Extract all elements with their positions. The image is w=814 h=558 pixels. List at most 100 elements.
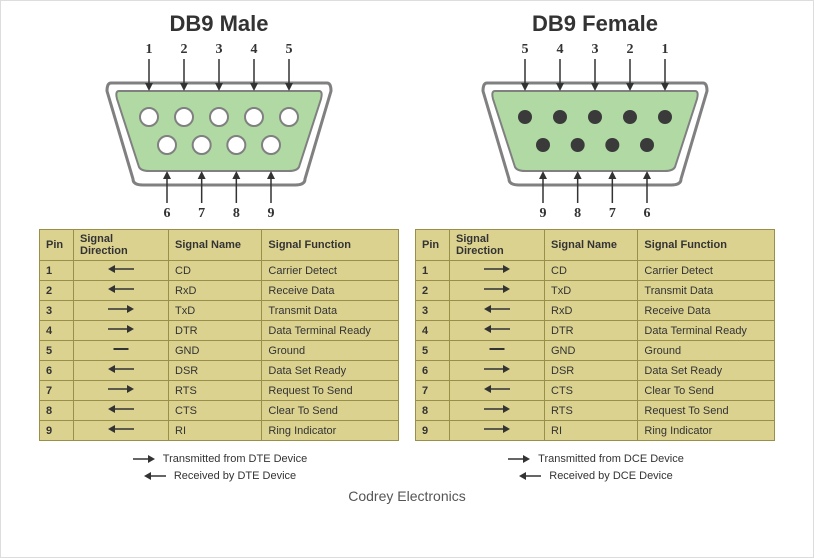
cell-func: Request To Send <box>262 381 399 401</box>
cell-pin: 9 <box>416 421 450 441</box>
th-dir: Signal Direction <box>450 230 545 261</box>
table-row: 2 TxD Transmit Data <box>416 281 775 301</box>
cell-name: RI <box>169 421 262 441</box>
svg-text:2: 2 <box>627 42 634 57</box>
cell-pin: 9 <box>40 421 74 441</box>
cell-name: RI <box>545 421 638 441</box>
svg-text:8: 8 <box>233 206 240 221</box>
cell-pin: 6 <box>40 361 74 381</box>
cell-name: TxD <box>169 301 262 321</box>
cell-name: DTR <box>545 321 638 341</box>
panel-male: DB9 Male 123456789 Pin Signal Direction … <box>39 11 399 484</box>
cell-pin: 8 <box>416 401 450 421</box>
connector-wrap: 123456789 <box>89 41 349 221</box>
connector-svg: 543219876 <box>465 41 725 221</box>
main-container: DB9 Male 123456789 Pin Signal Direction … <box>1 1 813 484</box>
legend: Transmitted from DTE Device Received by … <box>131 451 307 484</box>
cell-pin: 5 <box>416 341 450 361</box>
cell-dir <box>450 341 545 361</box>
cell-name: DSR <box>169 361 262 381</box>
cell-dir <box>74 401 169 421</box>
cell-name: GND <box>545 341 638 361</box>
cell-func: Data Set Ready <box>262 361 399 381</box>
table-row: 6 DSR Data Set Ready <box>416 361 775 381</box>
cell-dir <box>450 301 545 321</box>
legend: Transmitted from DCE Device Received by … <box>506 451 684 484</box>
cell-func: Transmit Data <box>262 301 399 321</box>
table-row: 3 RxD Receive Data <box>416 301 775 321</box>
cell-name: RxD <box>169 281 262 301</box>
svg-text:5: 5 <box>286 42 293 57</box>
pin-table: Pin Signal Direction Signal Name Signal … <box>39 229 399 441</box>
cell-pin: 1 <box>40 261 74 281</box>
cell-name: CD <box>545 261 638 281</box>
cell-pin: 5 <box>40 341 74 361</box>
cell-name: RxD <box>545 301 638 321</box>
cell-func: Transmit Data <box>638 281 775 301</box>
th-func: Signal Function <box>262 230 399 261</box>
cell-func: Request To Send <box>638 401 775 421</box>
cell-func: Ring Indicator <box>638 421 775 441</box>
table-row: 5 GND Ground <box>40 341 399 361</box>
cell-pin: 3 <box>416 301 450 321</box>
cell-dir <box>74 261 169 281</box>
cell-name: DSR <box>545 361 638 381</box>
cell-name: CTS <box>545 381 638 401</box>
table-row: 2 RxD Receive Data <box>40 281 399 301</box>
svg-text:6: 6 <box>164 206 171 221</box>
legend-tx: Transmitted from DCE Device <box>506 451 684 468</box>
svg-text:6: 6 <box>644 206 651 221</box>
cell-dir <box>74 421 169 441</box>
cell-pin: 3 <box>40 301 74 321</box>
table-row: 8 RTS Request To Send <box>416 401 775 421</box>
th-dir: Signal Direction <box>74 230 169 261</box>
cell-dir <box>450 401 545 421</box>
cell-pin: 6 <box>416 361 450 381</box>
cell-pin: 7 <box>416 381 450 401</box>
svg-text:9: 9 <box>540 206 547 221</box>
svg-text:7: 7 <box>609 206 616 221</box>
table-row: 8 CTS Clear To Send <box>40 401 399 421</box>
table-row: 7 RTS Request To Send <box>40 381 399 401</box>
svg-text:2: 2 <box>181 42 188 57</box>
cell-name: DTR <box>169 321 262 341</box>
cell-name: RTS <box>545 401 638 421</box>
cell-dir <box>450 281 545 301</box>
svg-text:3: 3 <box>216 42 223 57</box>
cell-func: Carrier Detect <box>262 261 399 281</box>
cell-dir <box>74 341 169 361</box>
cell-pin: 2 <box>416 281 450 301</box>
table-row: 3 TxD Transmit Data <box>40 301 399 321</box>
panel-title: DB9 Male <box>169 11 268 37</box>
th-name: Signal Name <box>169 230 262 261</box>
cell-pin: 4 <box>40 321 74 341</box>
cell-name: GND <box>169 341 262 361</box>
table-row: 4 DTR Data Terminal Ready <box>40 321 399 341</box>
cell-dir <box>450 361 545 381</box>
cell-dir <box>74 321 169 341</box>
svg-text:5: 5 <box>522 42 529 57</box>
th-pin: Pin <box>416 230 450 261</box>
cell-pin: 2 <box>40 281 74 301</box>
cell-func: Clear To Send <box>638 381 775 401</box>
cell-pin: 7 <box>40 381 74 401</box>
cell-dir <box>74 301 169 321</box>
legend-tx: Transmitted from DTE Device <box>131 451 307 468</box>
table-row: 9 RI Ring Indicator <box>416 421 775 441</box>
cell-dir <box>450 381 545 401</box>
cell-func: Receive Data <box>262 281 399 301</box>
svg-text:8: 8 <box>574 206 581 221</box>
cell-dir <box>450 321 545 341</box>
cell-dir <box>74 281 169 301</box>
table-row: 5 GND Ground <box>416 341 775 361</box>
th-func: Signal Function <box>638 230 775 261</box>
svg-text:7: 7 <box>198 206 205 221</box>
footer-text: Codrey Electronics <box>1 488 813 504</box>
table-row: 9 RI Ring Indicator <box>40 421 399 441</box>
connector-svg: 123456789 <box>89 41 349 221</box>
cell-func: Receive Data <box>638 301 775 321</box>
cell-name: RTS <box>169 381 262 401</box>
cell-func: Ring Indicator <box>262 421 399 441</box>
svg-text:4: 4 <box>557 42 564 57</box>
svg-text:4: 4 <box>251 42 258 57</box>
